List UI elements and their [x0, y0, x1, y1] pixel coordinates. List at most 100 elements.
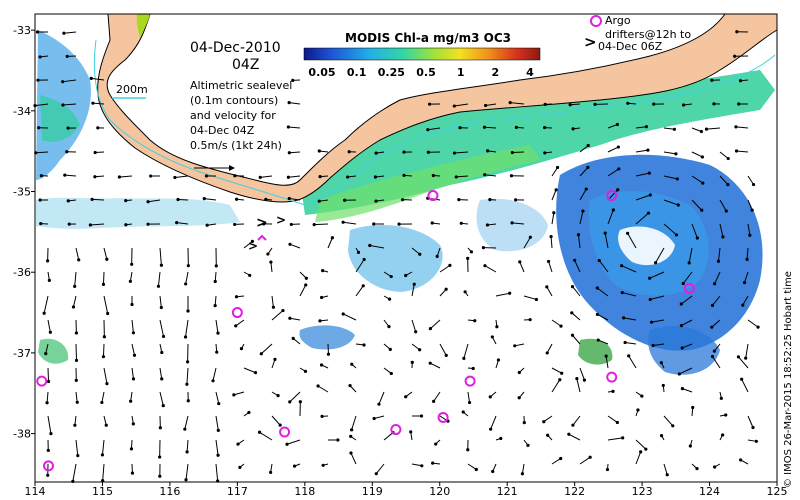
velocity-arrow-head — [410, 360, 414, 364]
velocity-arrow — [663, 175, 678, 180]
velocity-arrow-head — [721, 433, 725, 437]
velocity-arrow-head — [444, 353, 448, 357]
velocity-arrow-head — [452, 151, 457, 155]
velocity-arrow-head — [431, 173, 435, 178]
velocity-arrow-head — [266, 252, 270, 256]
velocity-arrow-head — [719, 396, 723, 400]
velocity-arrow-head — [185, 450, 189, 454]
velocity-arrow — [157, 271, 161, 287]
velocity-arrow — [185, 463, 189, 480]
velocity-arrow-head — [74, 331, 78, 335]
velocity-arrow — [597, 287, 609, 297]
velocity-arrow-head — [129, 399, 133, 403]
velocity-arrow-head — [639, 450, 643, 454]
velocity-arrow-head — [211, 379, 215, 383]
colorbar-tick-label: 2 — [492, 66, 500, 79]
velocity-arrow-head — [680, 387, 685, 391]
velocity-arrow-head — [71, 479, 75, 484]
velocity-arrow-head — [543, 151, 547, 155]
velocity-arrow — [551, 189, 557, 201]
velocity-arrow-head — [750, 208, 754, 212]
velocity-arrow-head — [317, 149, 321, 153]
velocity-arrow — [103, 295, 109, 314]
velocity-arrow-head — [522, 421, 526, 425]
velocity-arrow-head — [205, 223, 209, 227]
velocity-arrow-head — [46, 259, 50, 263]
velocity-arrow — [243, 241, 253, 249]
isobath-label: 200m — [116, 83, 148, 96]
velocity-arrow-head — [712, 349, 716, 353]
velocity-arrow-head — [546, 259, 551, 264]
velocity-arrow — [551, 458, 561, 465]
velocity-arrow-head — [617, 167, 621, 171]
velocity-arrow-head — [402, 173, 406, 177]
velocity-arrow-head — [482, 125, 487, 129]
velocity-arrow-head — [101, 355, 106, 359]
velocity-arrow-head — [216, 331, 220, 335]
velocity-arrow-head — [680, 346, 684, 350]
colorbar-tick-label: 0.5 — [416, 66, 436, 79]
west-chl-patch-2 — [40, 95, 80, 142]
velocity-arrow-head — [42, 311, 46, 315]
velocity-arrow-head — [736, 355, 741, 359]
velocity-arrow — [270, 262, 273, 273]
velocity-arrow — [649, 271, 665, 279]
velocity-arrow-head — [430, 221, 434, 225]
velocity-arrow-head — [160, 377, 164, 381]
velocity-arrow — [490, 415, 497, 430]
velocity-arrow-head — [679, 323, 683, 328]
velocity-arrow-head — [545, 285, 549, 289]
velocity-arrow-head — [146, 200, 150, 204]
velocity-arrow-head — [185, 382, 189, 386]
velocity-arrow-head — [508, 291, 512, 295]
velocity-arrow-head — [444, 287, 448, 291]
velocity-arrow — [299, 284, 307, 297]
velocity-arrow — [159, 319, 165, 337]
velocity-arrow-head — [291, 336, 295, 340]
velocity-arrow — [607, 415, 618, 423]
velocity-arrow-head — [554, 188, 558, 192]
velocity-arrow-head — [273, 357, 277, 361]
colorbar-gradient — [303, 47, 541, 61]
velocity-arrow-head — [91, 101, 95, 105]
velocity-arrow — [174, 175, 189, 178]
velocity-arrow-head — [734, 149, 739, 153]
velocity-arrow-head — [61, 80, 65, 84]
velocity-arrow — [747, 199, 753, 211]
velocity-arrow-head — [269, 470, 273, 475]
y-tick-label: -34 — [13, 105, 31, 118]
south-chl-patch — [299, 325, 355, 350]
velocity-arrow-head — [100, 400, 104, 405]
velocity-arrow-head — [124, 223, 128, 227]
velocity-arrow-head — [542, 420, 546, 424]
velocity-arrow-head — [674, 233, 679, 237]
velocity-arrow-head — [570, 311, 574, 315]
velocity-arrow — [184, 415, 189, 430]
velocity-arrow-head — [695, 236, 699, 240]
velocity-arrow — [463, 343, 469, 359]
velocity-arrow — [185, 319, 189, 338]
velocity-arrow — [736, 150, 749, 153]
velocity-arrow — [72, 463, 77, 482]
velocity-arrow-head — [320, 414, 324, 418]
velocity-arrow-head — [326, 352, 331, 356]
argo-legend-line-1: Argo — [605, 14, 631, 27]
velocity-arrow-head — [350, 362, 354, 366]
velocity-arrow-head — [389, 371, 393, 376]
velocity-arrow-head — [528, 318, 532, 322]
velocity-arrow-head — [37, 126, 41, 130]
colorbar-tick-label: 1 — [457, 66, 465, 79]
argo-float-marker — [437, 411, 449, 423]
argo-legend: Argo drifters@12h to > 04-Dec 06Z — [584, 14, 691, 53]
velocity-arrow — [627, 233, 637, 249]
velocity-arrow-head — [36, 78, 40, 82]
velocity-arrow-head — [659, 361, 663, 365]
velocity-arrow-head — [542, 125, 547, 130]
velocity-arrow-head — [158, 426, 162, 430]
velocity-arrow — [712, 356, 721, 369]
velocity-arrow — [484, 174, 497, 177]
velocity-arrow — [512, 222, 525, 225]
velocity-arrow-head — [388, 297, 392, 301]
velocity-arrow — [148, 199, 161, 203]
velocity-arrow-head — [321, 463, 325, 467]
